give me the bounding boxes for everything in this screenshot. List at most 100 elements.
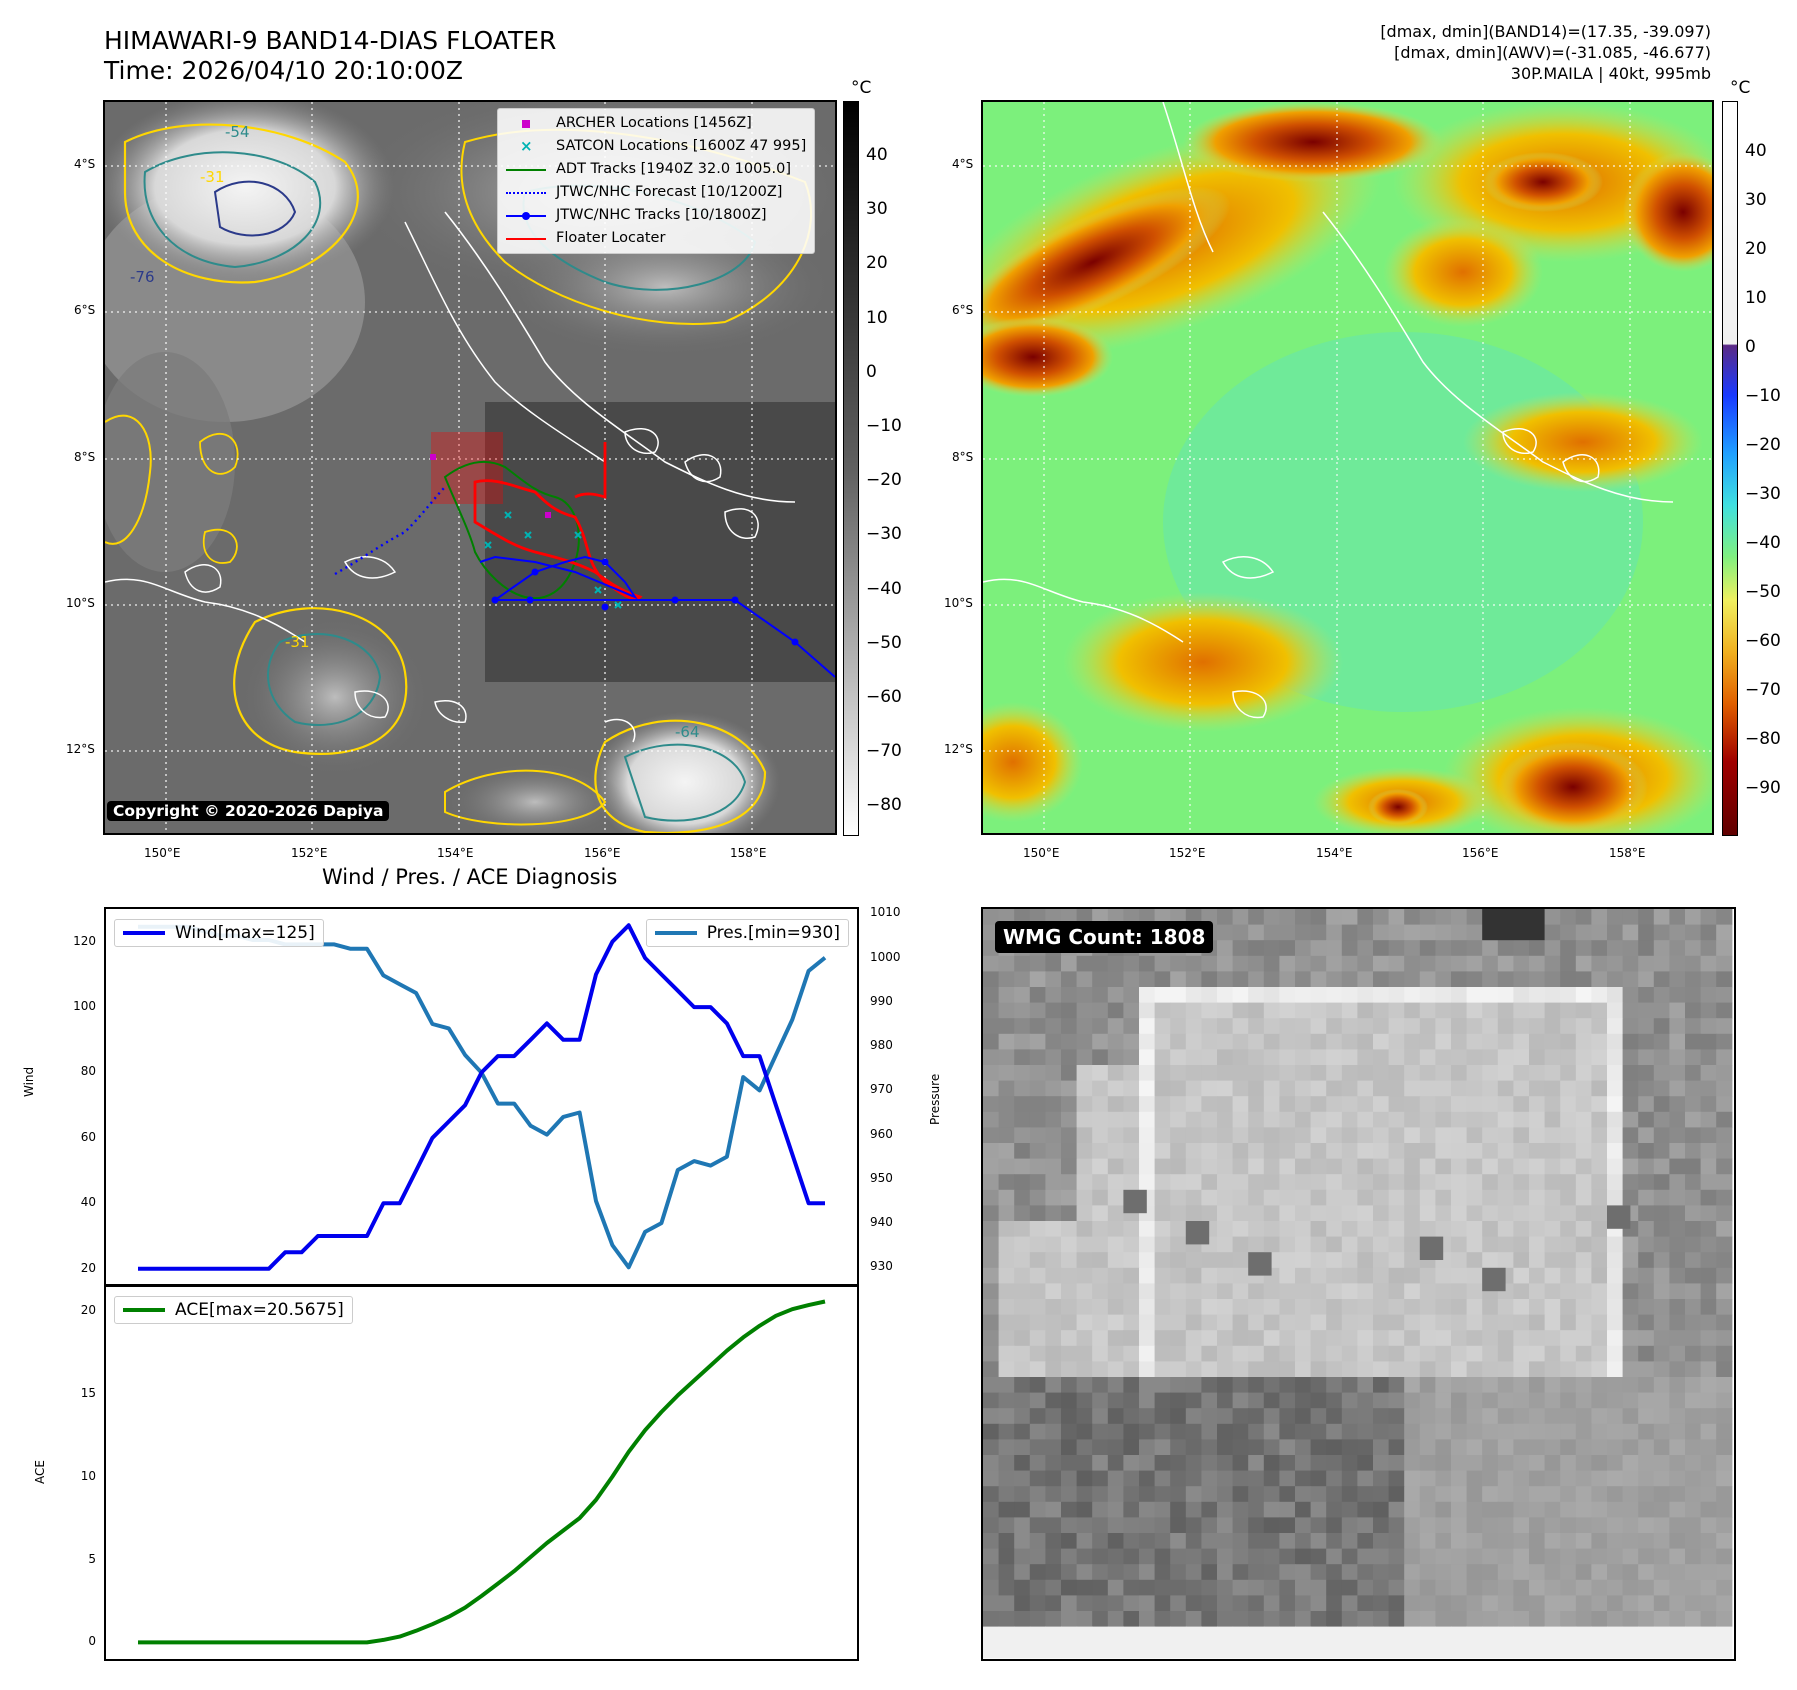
- pressure-tick: 980: [870, 1038, 893, 1053]
- lon-label: 156°E: [584, 846, 621, 860]
- awv-colorbar-tick: 0: [1745, 337, 1756, 357]
- awv-colorbar-tick: −50: [1745, 582, 1781, 602]
- awv-colorbar-tick: −10: [1745, 386, 1781, 406]
- lon-label: 150°E: [144, 846, 181, 860]
- solid-line-icon: [506, 232, 546, 246]
- legend-label: JTWC/NHC Tracks [10/1800Z]: [556, 207, 767, 223]
- awv-colorbar-tick: 30: [1745, 190, 1767, 210]
- lat-label: 10°S: [944, 596, 973, 610]
- pressure-tick: 990: [870, 993, 893, 1008]
- lon-label: 154°E: [1316, 846, 1353, 860]
- contour-label: -31: [200, 168, 225, 186]
- legend-jtwc-forecast: JTWC/NHC Forecast [10/1200Z]: [506, 181, 806, 204]
- pressure-axis-label: Pressure: [928, 1073, 942, 1125]
- awv-colorbar-tick: −90: [1745, 778, 1781, 798]
- pressure-legend-label: Pres.[min=930]: [706, 923, 840, 943]
- awv-colorbar-unit: °C: [1730, 78, 1751, 98]
- ace-panel: ACE[max=20.5675]: [104, 1284, 859, 1661]
- lat-label: 10°S: [66, 596, 95, 610]
- awv-colorbar: [1722, 101, 1738, 836]
- ir-colorbar-tick: −10: [866, 416, 902, 436]
- ace-series-line: [138, 1299, 826, 1645]
- awv-colorbar-tick: −40: [1745, 533, 1781, 553]
- ir-colorbar-tick: −50: [866, 632, 902, 653]
- pressure-tick: 930: [870, 1259, 893, 1274]
- lat-label: 12°S: [944, 742, 973, 756]
- ir-colorbar-unit: °C: [851, 78, 872, 98]
- line-dot-icon: [506, 209, 546, 223]
- wind-tick: 60: [80, 1129, 96, 1144]
- awv-colorbar-tick: −20: [1745, 435, 1781, 455]
- wind-tick: 20: [80, 1260, 96, 1275]
- ir-colorbar-tick: −30: [866, 524, 902, 545]
- lat-label: 8°S: [74, 450, 96, 464]
- pressure-tick: 1000: [870, 949, 901, 964]
- ir-colorbar-tick: 20: [866, 253, 888, 274]
- lon-label: 154°E: [437, 846, 474, 860]
- wind-tick: 100: [73, 999, 96, 1014]
- awv-colorbar-tick: −30: [1745, 484, 1781, 504]
- ace-legend-label: ACE[max=20.5675]: [175, 1300, 344, 1320]
- legend-line-icon: [123, 931, 165, 935]
- awv-colorbar-tick: 40: [1745, 141, 1767, 161]
- ir-colorbar: [843, 101, 859, 836]
- awv-colorbar-tick: −60: [1745, 631, 1781, 651]
- ir-map-panel: -31 -54 -76 -31 -64 ARCHER Locations [14…: [103, 100, 837, 835]
- legend-label: SATCON Locations [1600Z 47 995]: [556, 138, 807, 154]
- pressure-series-line: [138, 924, 827, 1270]
- wind-axis-label: Wind: [22, 1066, 36, 1097]
- contour-label: -31: [285, 633, 310, 651]
- storm-info-text: 30P.MAILA | 40kt, 995mb: [1510, 64, 1711, 83]
- legend-jtwc-tracks: JTWC/NHC Tracks [10/1800Z]: [506, 204, 806, 227]
- pressure-tick: 970: [870, 1082, 893, 1097]
- legend-label: JTWC/NHC Forecast [10/1200Z]: [556, 184, 783, 200]
- figure-time: Time: 2026/04/10 20:10:00Z: [104, 56, 463, 85]
- legend-label: ARCHER Locations [1456Z]: [556, 115, 752, 131]
- wind-series-line: [138, 923, 825, 1271]
- pressure-tick: 960: [870, 1126, 893, 1141]
- wmg-image: [983, 909, 1733, 1659]
- ir-colorbar-tick: −80: [866, 795, 902, 816]
- ir-colorbar-tick: −70: [866, 741, 902, 762]
- ir-colorbar-tick: −40: [866, 578, 902, 599]
- wind-pressure-panel: Wind[max=125] Pres.[min=930]: [104, 907, 859, 1287]
- awv-range-text: [dmax, dmin](AWV)=(-31.085, -46.677): [1394, 43, 1711, 62]
- ir-colorbar-tick: 30: [866, 199, 888, 220]
- contour-label: -64: [675, 723, 700, 741]
- pressure-tick: 1010: [870, 905, 901, 920]
- ir-legend: ARCHER Locations [1456Z] × SATCON Locati…: [497, 108, 816, 254]
- wind-tick: 120: [73, 933, 96, 948]
- ace-tick: 5: [88, 1551, 96, 1566]
- legend-label: Floater Locater: [556, 230, 666, 246]
- awv-colorbar-tick: −80: [1745, 729, 1781, 749]
- ir-colorbar-tick: −60: [866, 687, 902, 707]
- legend-satcon: × SATCON Locations [1600Z 47 995]: [506, 135, 806, 158]
- diag-title: Wind / Pres. / ACE Diagnosis: [322, 865, 618, 889]
- wmg-count-badge: WMG Count: 1808: [995, 921, 1214, 953]
- legend-line-icon: [123, 1308, 165, 1312]
- legend-floater: Floater Locater: [506, 227, 806, 250]
- lon-label: 152°E: [291, 846, 328, 860]
- wind-legend-label: Wind[max=125]: [175, 923, 315, 943]
- ace-axis-label: ACE: [33, 1460, 47, 1484]
- legend-line-icon: [654, 931, 697, 935]
- figure-title: HIMAWARI-9 BAND14-DIAS FLOATER: [104, 26, 557, 55]
- lon-label: 156°E: [1462, 846, 1499, 860]
- contour-label: -76: [130, 268, 155, 286]
- legend-adt: ADT Tracks [1940Z 32.0 1005.0]: [506, 158, 806, 181]
- ir-colorbar-tick: 0: [866, 361, 877, 382]
- lat-label: 8°S: [952, 450, 974, 464]
- ir-colorbar-tick: −20: [866, 470, 902, 491]
- lat-label: 6°S: [74, 303, 96, 317]
- pressure-tick: 940: [870, 1215, 893, 1230]
- ace-tick: 15: [80, 1385, 96, 1400]
- x-marker-icon: ×: [520, 136, 533, 155]
- wind-pressure-plot: [138, 923, 827, 1271]
- lat-label: 4°S: [952, 157, 974, 171]
- awv-colorbar-tick: 20: [1745, 239, 1767, 259]
- awv-map-panel: [981, 100, 1714, 835]
- awv-colorbar-tick: 10: [1745, 288, 1767, 308]
- pressure-tick: 950: [870, 1170, 893, 1185]
- ir-colorbar-tick: 10: [866, 307, 888, 328]
- band14-range-text: [dmax, dmin](BAND14)=(17.35, -39.097): [1380, 22, 1711, 41]
